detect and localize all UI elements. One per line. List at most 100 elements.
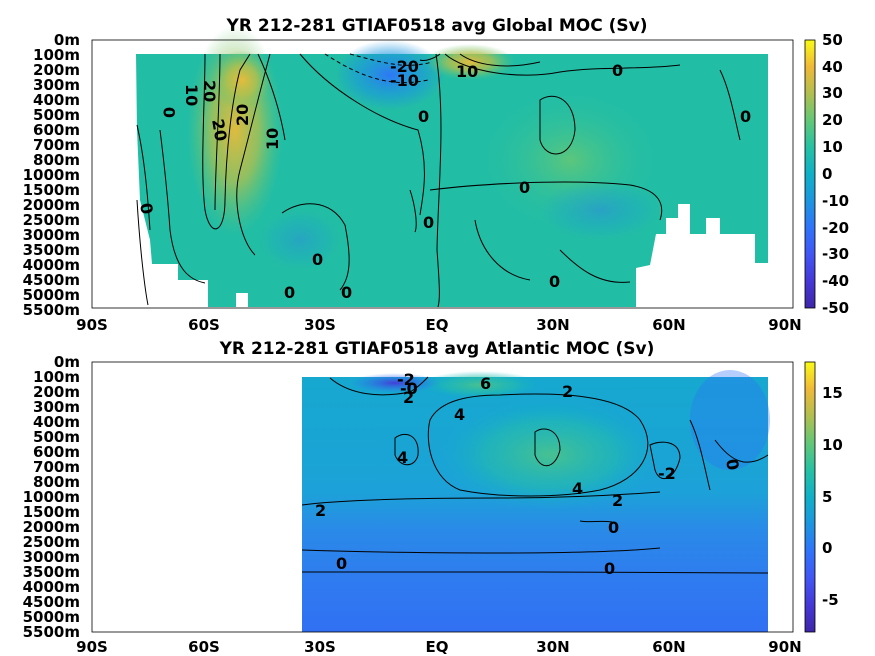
atlantic-cbar-tick: -5 — [822, 591, 839, 609]
global-xtick: 90N — [768, 316, 801, 334]
global-ytick: 400m — [33, 91, 80, 109]
atlantic-ytick: 700m — [33, 458, 80, 476]
atlantic-ytick: 1000m — [23, 488, 80, 506]
global-colorbar-ticks: 50 40 30 20 10 0 -10 -20 -30 -40 -50 — [822, 31, 849, 317]
global-contour-label: 0 — [341, 283, 352, 302]
global-contour-label: 0 — [284, 283, 295, 302]
global-contour-label: 0 — [740, 107, 751, 126]
global-contours — [136, 53, 741, 308]
global-contour-label: 20 — [200, 80, 219, 102]
global-colorbar — [804, 39, 816, 309]
atlantic-xtick: EQ — [426, 638, 449, 656]
atlantic-surface-cell — [420, 371, 540, 399]
atlantic-contour-label: 2 — [315, 501, 326, 520]
atlantic-ytick: 300m — [33, 398, 80, 416]
atlantic-ytick: 3000m — [23, 548, 80, 566]
atlantic-ytick: 4000m — [23, 578, 80, 596]
global-xtick: 60S — [188, 316, 220, 334]
global-ytick: 800m — [33, 151, 80, 169]
global-chart-title: YR 212-281 GTIAF0518 avg Global MOC (Sv) — [226, 16, 648, 36]
atlantic-contour-label: 2 — [403, 388, 414, 407]
atlantic-ytick: 2000m — [23, 518, 80, 536]
global-contour-label: 0 — [423, 213, 434, 232]
global-cbar-tick: 40 — [822, 58, 843, 76]
global-contour-label: 0 — [160, 107, 179, 118]
atlantic-xtick: 30S — [304, 638, 336, 656]
atlantic-xtick: 90N — [768, 638, 801, 656]
atlantic-contour-label: 4 — [572, 479, 583, 498]
atlantic-xtick: 60N — [652, 638, 685, 656]
atlantic-cbar-tick: 15 — [822, 384, 843, 402]
global-contour-label: 10 — [263, 128, 282, 150]
global-cbar-tick: -50 — [822, 299, 849, 317]
global-contour-label: 0 — [136, 201, 157, 215]
atlantic-ytick: 400m — [33, 413, 80, 431]
global-contour-label: 0 — [418, 107, 429, 126]
global-y-ticks: 0m 100m 200m 300m 400m 500m 600m 700m 80… — [23, 31, 80, 319]
global-ytick: 5500m — [23, 301, 80, 319]
global-cbar-tick: -20 — [822, 219, 849, 237]
global-ytick: 1500m — [23, 181, 80, 199]
global-cbar-tick: 20 — [822, 111, 843, 129]
global-moc-panel: YR 212-281 GTIAF0518 avg Global MOC (Sv) — [23, 16, 850, 334]
atlantic-colorbar-ticks: 15 10 5 0 -5 — [822, 384, 843, 609]
atlantic-contour-labels: -2 -0 2 6 2 4 4 4 2 2 0 0 0 0 -2 — [315, 370, 743, 578]
global-ytick: 500m — [33, 106, 80, 124]
atlantic-x-ticks: 90S 60S 30S EQ 30N 60N 90N — [76, 638, 802, 656]
global-cbar-tick: -10 — [822, 192, 849, 210]
global-xtick: 60N — [652, 316, 685, 334]
global-ytick: 300m — [33, 76, 80, 94]
atlantic-neg-cell — [350, 373, 440, 393]
global-x-ticks: 90S 60S 30S EQ 30N 60N 90N — [76, 316, 802, 334]
atlantic-contour-label: 4 — [454, 405, 465, 424]
atlantic-ytick: 800m — [33, 473, 80, 491]
atlantic-contour-label: 2 — [562, 382, 573, 401]
atlantic-contour-label: 2 — [612, 491, 623, 510]
atlantic-cbar-tick: 0 — [822, 539, 832, 557]
global-contour-label: 10 — [182, 84, 201, 106]
global-contour-label: 20 — [208, 117, 231, 142]
global-cbar-tick: -30 — [822, 245, 849, 263]
atlantic-ytick: 1500m — [23, 503, 80, 521]
global-xtick: 30N — [536, 316, 569, 334]
atlantic-axes-frame — [91, 361, 794, 633]
atlantic-xtick: 90S — [76, 638, 108, 656]
atlantic-cbar-tick: 5 — [822, 488, 832, 506]
global-southern-cell-core — [212, 50, 272, 110]
global-axes-frame — [91, 39, 794, 309]
global-ytick: 3500m — [23, 241, 80, 259]
atlantic-ytick: 500m — [33, 428, 80, 446]
global-ytick: 5000m — [23, 286, 80, 304]
global-contour-label: -10 — [390, 71, 419, 90]
global-cbar-tick: 10 — [822, 138, 843, 156]
global-ytick: 2000m — [23, 196, 80, 214]
global-nh-pos-cell — [425, 44, 515, 80]
atlantic-contour-label: -0 — [400, 379, 418, 398]
atlantic-contour-label: 0 — [608, 518, 619, 537]
global-ytick: 4500m — [23, 271, 80, 289]
global-ytick: 1000m — [23, 166, 80, 184]
global-ytick: 200m — [33, 61, 80, 79]
atlantic-contour-label: 4 — [397, 448, 408, 467]
atlantic-colorbar — [804, 361, 816, 633]
atlantic-y-ticks: 0m 100m 200m 300m 400m 500m 600m 700m 80… — [23, 353, 80, 641]
atlantic-contour-label: 0 — [336, 554, 347, 573]
atlantic-arctic-low — [690, 370, 770, 470]
atlantic-chart-title: YR 212-281 GTIAF0518 avg Atlantic MOC (S… — [219, 339, 655, 359]
atlantic-heatmap — [301, 361, 816, 633]
atlantic-contour-label: -2 — [397, 370, 415, 389]
global-heatmap — [136, 25, 816, 309]
global-xtick: EQ — [426, 316, 449, 334]
atlantic-ytick: 3500m — [23, 563, 80, 581]
global-cbar-tick: 50 — [822, 31, 843, 49]
atlantic-contour-label: -2 — [658, 464, 676, 483]
global-abyssal-neg — [260, 210, 340, 270]
global-xtick: 90S — [76, 316, 108, 334]
atlantic-nadw-cell — [440, 400, 660, 510]
atlantic-ytick: 600m — [33, 443, 80, 461]
global-tropical-neg-cell — [335, 40, 445, 110]
global-contour-label: 0 — [612, 61, 623, 80]
global-contour-label: 10 — [456, 62, 478, 81]
atlantic-ytick: 5500m — [23, 623, 80, 641]
atlantic-ytick: 5000m — [23, 608, 80, 626]
